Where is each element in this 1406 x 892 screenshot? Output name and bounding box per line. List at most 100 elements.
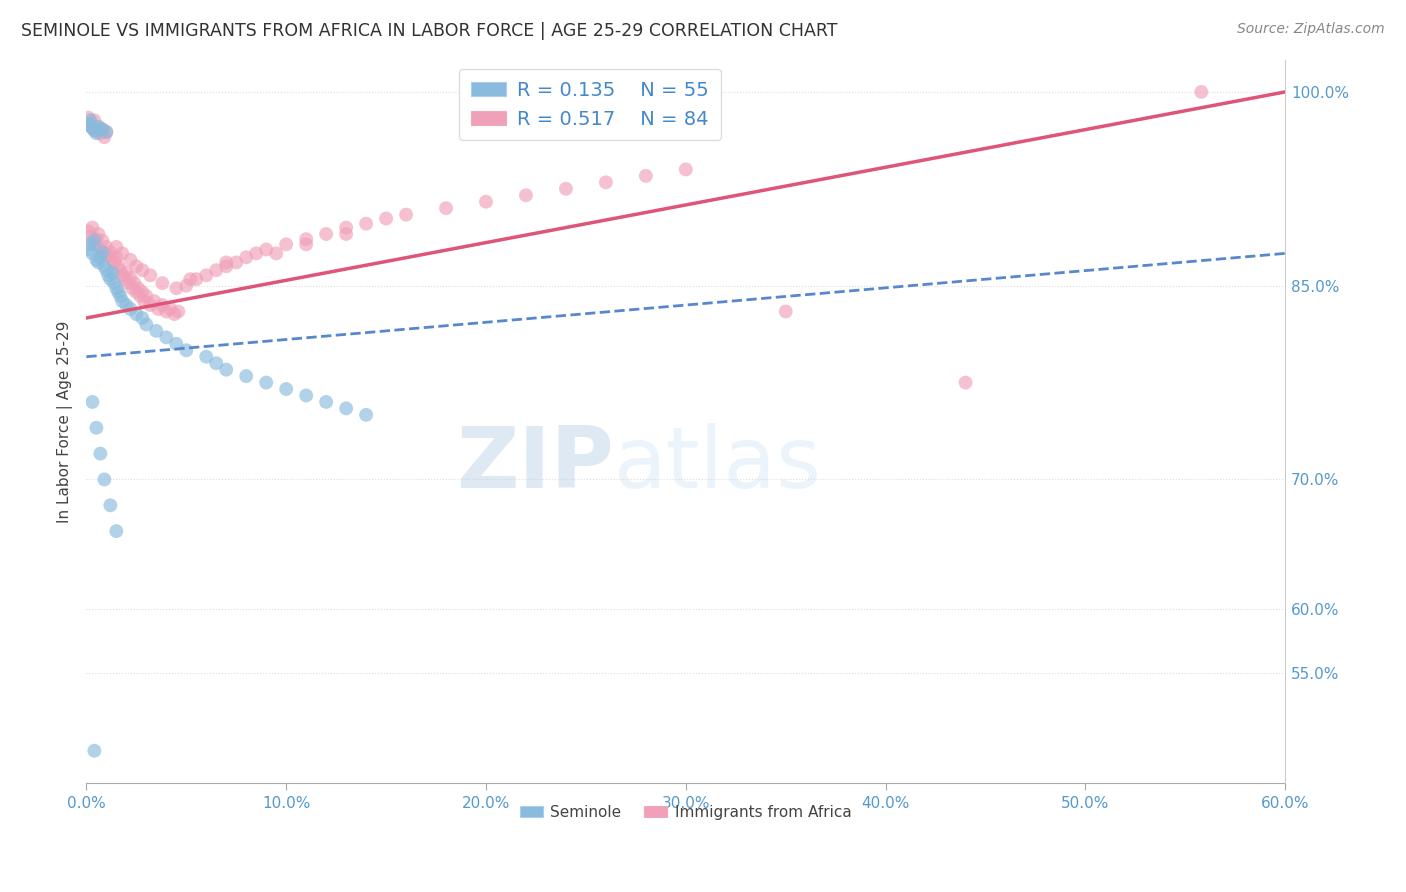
Point <box>124 276 146 290</box>
Point <box>112 272 135 286</box>
Point <box>96 263 118 277</box>
Point <box>87 227 110 241</box>
Point <box>86 252 108 267</box>
Point <box>93 260 115 274</box>
Point <box>295 237 318 252</box>
Point <box>215 362 238 376</box>
Point <box>127 281 149 295</box>
Point <box>354 217 377 231</box>
Point <box>89 243 111 257</box>
Point <box>111 268 134 283</box>
Point <box>515 188 537 202</box>
Point <box>86 232 108 246</box>
Point <box>131 285 153 300</box>
Point <box>110 289 132 303</box>
Point <box>254 243 277 257</box>
Point <box>434 201 457 215</box>
Point <box>125 285 148 300</box>
Point <box>82 246 104 260</box>
Point <box>82 395 104 409</box>
Point <box>101 266 124 280</box>
Point <box>205 356 228 370</box>
Point <box>375 211 398 226</box>
Point <box>98 245 121 260</box>
Point <box>150 298 173 312</box>
Point <box>82 121 104 136</box>
Point <box>125 260 148 274</box>
Point <box>195 268 218 283</box>
Point <box>186 272 208 286</box>
Point <box>91 234 114 248</box>
Point <box>79 237 101 252</box>
Point <box>205 263 228 277</box>
Point <box>276 382 298 396</box>
Point <box>955 376 977 390</box>
Point <box>93 130 115 145</box>
Text: atlas: atlas <box>614 423 823 507</box>
Point <box>235 250 257 264</box>
Point <box>107 285 129 300</box>
Point <box>77 243 100 257</box>
Point <box>91 122 114 136</box>
Point <box>83 113 105 128</box>
Point <box>295 388 318 402</box>
Point <box>98 272 121 286</box>
Point <box>77 111 100 125</box>
Point <box>295 232 318 246</box>
Point <box>83 744 105 758</box>
Point <box>86 126 108 140</box>
Point <box>120 301 142 316</box>
Point <box>82 220 104 235</box>
Point <box>97 268 120 283</box>
Point <box>155 330 177 344</box>
Point <box>555 182 578 196</box>
Point <box>93 473 115 487</box>
Point <box>145 324 167 338</box>
Point <box>139 298 162 312</box>
Point <box>354 408 377 422</box>
Point <box>129 289 152 303</box>
Point <box>167 304 190 318</box>
Point <box>775 304 797 318</box>
Point <box>107 260 129 274</box>
Point <box>120 271 142 285</box>
Point <box>93 246 115 260</box>
Y-axis label: In Labor Force | Age 25-29: In Labor Force | Age 25-29 <box>58 320 73 523</box>
Point <box>150 276 173 290</box>
Point <box>79 113 101 128</box>
Point <box>115 298 138 312</box>
Point <box>143 294 166 309</box>
Point <box>105 250 128 264</box>
Point <box>98 498 121 512</box>
Point <box>121 281 143 295</box>
Point <box>235 369 257 384</box>
Legend: Seminole, Immigrants from Africa: Seminole, Immigrants from Africa <box>513 799 858 826</box>
Point <box>83 237 105 252</box>
Point <box>276 237 298 252</box>
Point <box>79 117 101 131</box>
Point <box>89 126 111 140</box>
Point <box>335 220 357 235</box>
Point <box>87 120 110 134</box>
Point <box>155 304 177 318</box>
Point <box>125 307 148 321</box>
Point <box>105 240 128 254</box>
Point <box>117 276 139 290</box>
Point <box>595 175 617 189</box>
Point <box>215 260 238 274</box>
Point <box>101 252 124 267</box>
Point <box>215 255 238 269</box>
Point <box>475 194 498 209</box>
Point <box>86 123 108 137</box>
Point <box>148 301 170 316</box>
Point <box>91 245 114 260</box>
Point <box>245 246 267 260</box>
Point <box>103 276 125 290</box>
Point <box>165 281 187 295</box>
Point <box>105 524 128 538</box>
Text: ZIP: ZIP <box>456 423 614 507</box>
Point <box>159 301 181 316</box>
Point <box>131 263 153 277</box>
Point <box>174 278 197 293</box>
Point <box>83 234 105 248</box>
